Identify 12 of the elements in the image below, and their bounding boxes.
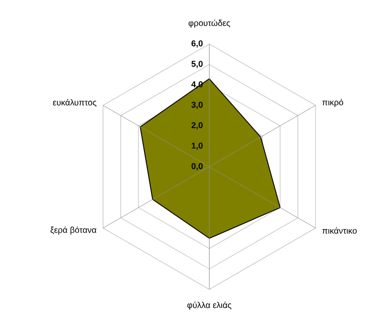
- y-tick-label: 2,0: [192, 122, 203, 130]
- spoke-label: ευκάλυπτος: [52, 98, 96, 107]
- spoke-label: φύλλα ελιάς: [187, 302, 232, 310]
- spoke-label: ξερά βότανα: [50, 226, 96, 235]
- y-tick-label: 0,0: [192, 163, 203, 170]
- y-tick-label: 5,0: [191, 60, 203, 68]
- spoke-label: πικρό: [322, 98, 344, 107]
- y-tick-label: 1,0: [192, 142, 203, 150]
- y-tick-label: 3,0: [191, 102, 203, 109]
- spoke-label: πικάντικο: [322, 227, 357, 234]
- y-tick-label: 6,0: [192, 40, 203, 48]
- spoke-label: φρουτώδες: [188, 20, 230, 28]
